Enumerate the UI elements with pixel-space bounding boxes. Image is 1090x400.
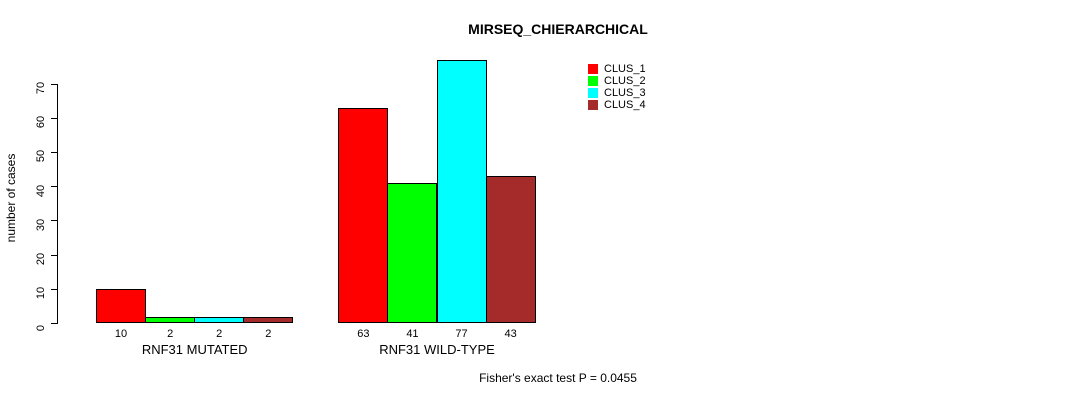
bar-value-clus-4-rnf31-wild-type: 43 xyxy=(504,327,517,340)
bar-value-clus-1-rnf31-mutated: 10 xyxy=(114,327,128,340)
y-tick-10 xyxy=(51,288,57,290)
legend-swatch-clus-4 xyxy=(588,100,598,111)
bar-clus-1-rnf31-wild-type xyxy=(338,107,389,324)
y-tick-20 xyxy=(51,254,57,256)
fisher-test-annotation: Fisher's exact test P = 0.0455 xyxy=(479,371,637,385)
legend-swatch-clus-1 xyxy=(588,63,598,74)
legend-label-clus-4: CLUS_4 xyxy=(604,99,646,112)
bar-clus-4-rnf31-mutated xyxy=(243,316,294,324)
bar-value-clus-3-rnf31-wild-type: 77 xyxy=(455,327,468,340)
y-tick-label-text: 30 xyxy=(35,218,47,231)
legend-swatch-clus-2 xyxy=(588,75,598,86)
y-tick-label-text: 50 xyxy=(35,150,47,163)
bar-value-clus-2-rnf31-mutated: 2 xyxy=(167,327,174,340)
bar-clus-2-rnf31-wild-type xyxy=(387,183,438,324)
y-tick-70 xyxy=(51,83,57,85)
y-tick-label-text: 70 xyxy=(35,81,47,95)
y-tick-label-text: 10 xyxy=(35,287,47,300)
y-tick-label-text: 40 xyxy=(35,184,47,197)
legend-label-clus-2: CLUS_2 xyxy=(604,74,646,87)
bar-clus-4-rnf31-wild-type xyxy=(485,176,536,324)
y-axis-title-text: number of cases xyxy=(4,153,18,243)
bar-value-clus-3-rnf31-mutated: 2 xyxy=(216,327,223,340)
bar-value-clus-1-rnf31-wild-type: 63 xyxy=(357,327,370,340)
y-tick-label-text: 20 xyxy=(35,252,47,266)
bar-value-clus-4-rnf31-mutated: 2 xyxy=(265,327,272,340)
legend-label-clus-3: CLUS_3 xyxy=(604,87,646,100)
bar-value-clus-2-rnf31-wild-type: 41 xyxy=(406,327,419,340)
chart-title: MIRSEQ_CHIERARCHICAL xyxy=(468,21,648,37)
y-axis-line xyxy=(57,84,58,324)
bar-clus-2-rnf31-mutated xyxy=(145,316,196,324)
legend-swatch-clus-3 xyxy=(588,88,598,99)
y-tick-label-text: 0 xyxy=(35,324,47,331)
bar-clus-3-rnf31-wild-type xyxy=(436,60,487,324)
y-tick-50 xyxy=(51,151,57,153)
bar-clus-1-rnf31-mutated xyxy=(96,289,147,324)
legend-label-clus-1: CLUS_1 xyxy=(604,62,646,75)
bar-clus-3-rnf31-mutated xyxy=(194,316,245,324)
y-tick-0 xyxy=(51,323,57,324)
y-tick-60 xyxy=(51,117,57,119)
y-tick-label-text: 60 xyxy=(35,116,47,129)
y-tick-40 xyxy=(51,186,57,188)
group-label-rnf31-mutated: RNF31 MUTATED xyxy=(141,341,248,357)
group-label-rnf31-wild-type: RNF31 WILD-TYPE xyxy=(379,341,495,357)
y-tick-30 xyxy=(51,220,57,222)
